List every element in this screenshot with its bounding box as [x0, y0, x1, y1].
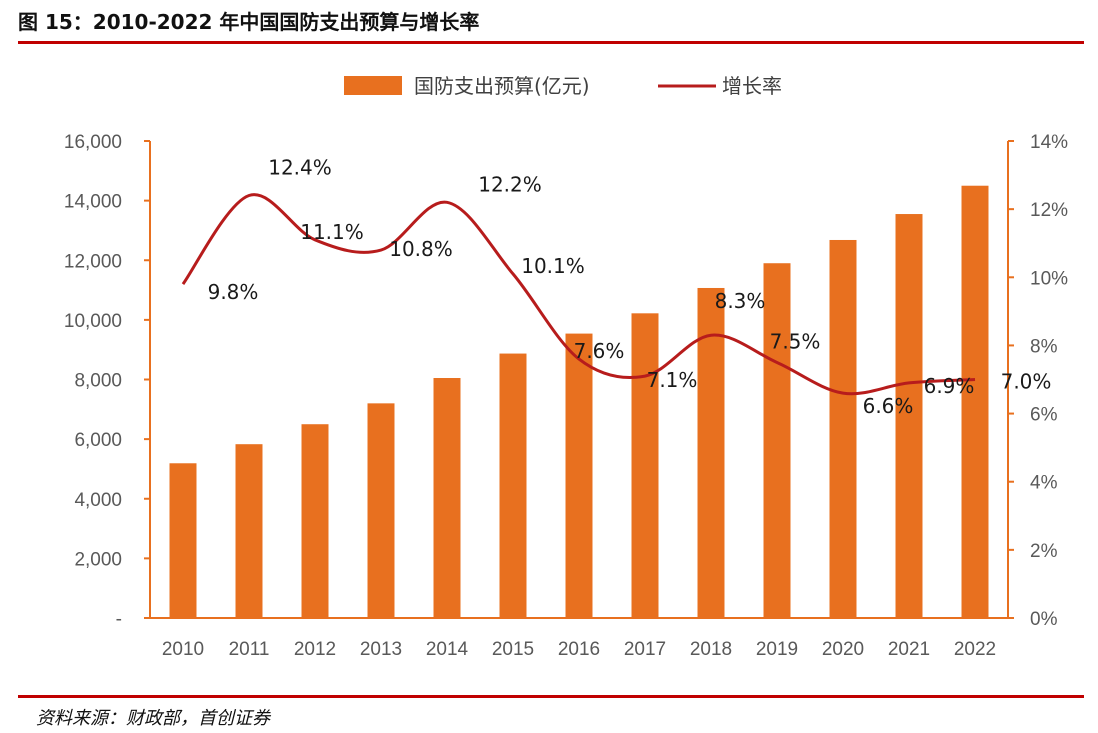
- growth-label-2013: 10.8%: [389, 237, 453, 261]
- left-tick-label: 6,000: [74, 430, 122, 451]
- growth-label-2022: 7.0%: [1001, 370, 1052, 394]
- left-tick-label: 4,000: [74, 490, 122, 511]
- right-tick-label: 10%: [1030, 268, 1068, 289]
- legend: 国防支出预算(亿元) 增长率: [344, 74, 782, 98]
- x-tick-label: 2016: [558, 639, 600, 660]
- bar-2016: [565, 333, 593, 618]
- x-tick-label: 2020: [822, 639, 864, 660]
- legend-bar-swatch: [344, 76, 402, 95]
- axes: - 2,000 4,000 6,000 8,000 10,000 12,000 14,000 1…: [64, 132, 1068, 660]
- bottom-rule: [18, 695, 1084, 698]
- left-tick-label: 8,000: [74, 371, 122, 392]
- bar-2015: [499, 353, 527, 618]
- right-tick-label: 4%: [1030, 473, 1058, 494]
- x-tick-label: 2014: [426, 639, 469, 660]
- source-note: 资料来源：财政部，首创证券: [36, 708, 270, 729]
- growth-label-2018: 8.3%: [715, 289, 766, 313]
- x-tick-label: 2019: [756, 639, 798, 660]
- bar-2017: [631, 313, 659, 618]
- growth-label-2012: 11.1%: [300, 220, 364, 244]
- bar-2010: [169, 463, 197, 618]
- right-tick-label: 14%: [1030, 132, 1068, 153]
- right-tick-label: 6%: [1030, 405, 1058, 426]
- data-labels: 9.8% 12.4% 11.1% 10.8% 12.2% 10.1% 7.6% 7.1% 8.3…: [208, 156, 1052, 419]
- bar-2012: [301, 424, 329, 618]
- growth-label-2021: 6.9%: [924, 374, 975, 398]
- bar-2019: [763, 263, 791, 618]
- bar-2014: [433, 378, 461, 618]
- growth-label-2014: 12.2%: [478, 172, 542, 196]
- left-tick-label: 12,000: [64, 251, 122, 272]
- right-tick-label: 2%: [1030, 541, 1058, 562]
- right-tick-label: 0%: [1030, 609, 1058, 630]
- bar-2018: [697, 287, 725, 618]
- growth-label-2011: 12.4%: [268, 156, 332, 180]
- x-tick-label: 2011: [229, 639, 270, 660]
- x-tick-label: 2013: [360, 639, 402, 660]
- legend-line-label: 增长率: [722, 74, 782, 98]
- growth-label-2017: 7.1%: [647, 368, 698, 392]
- bars: [169, 185, 989, 619]
- growth-line: [181, 193, 976, 396]
- legend-bar-label: 国防支出预算(亿元): [414, 74, 590, 98]
- growth-line-path: [181, 193, 976, 396]
- left-tick-label: 2,000: [74, 549, 122, 570]
- bar-2021: [895, 214, 923, 618]
- left-tick-label: -: [116, 609, 122, 630]
- right-tick-label: 12%: [1030, 200, 1068, 221]
- right-tick-label: 8%: [1030, 336, 1058, 357]
- x-tick-label: 2018: [690, 639, 732, 660]
- x-tick-label: 2010: [162, 639, 204, 660]
- left-tick-label: 14,000: [64, 192, 122, 213]
- figure-title: 图 15：2010-2022 年中国国防支出预算与增长率: [18, 10, 480, 34]
- growth-label-2015: 10.1%: [521, 254, 585, 278]
- growth-label-2019: 7.5%: [770, 329, 821, 353]
- x-tick-label: 2012: [294, 639, 336, 660]
- growth-label-2016: 7.6%: [574, 339, 625, 363]
- bar-2020: [829, 239, 857, 619]
- top-rule: [18, 41, 1084, 44]
- left-tick-label: 16,000: [64, 132, 122, 153]
- x-tick-label: 2021: [888, 639, 930, 660]
- x-tick-label: 2022: [954, 639, 996, 660]
- growth-label-2010: 9.8%: [208, 280, 259, 304]
- bar-2013: [367, 403, 395, 618]
- x-tick-label: 2017: [624, 639, 666, 660]
- left-tick-label: 10,000: [64, 311, 122, 332]
- bar-2022: [961, 185, 989, 618]
- bar-2011: [235, 444, 263, 618]
- x-tick-label: 2015: [492, 639, 534, 660]
- growth-label-2020: 6.6%: [863, 394, 914, 418]
